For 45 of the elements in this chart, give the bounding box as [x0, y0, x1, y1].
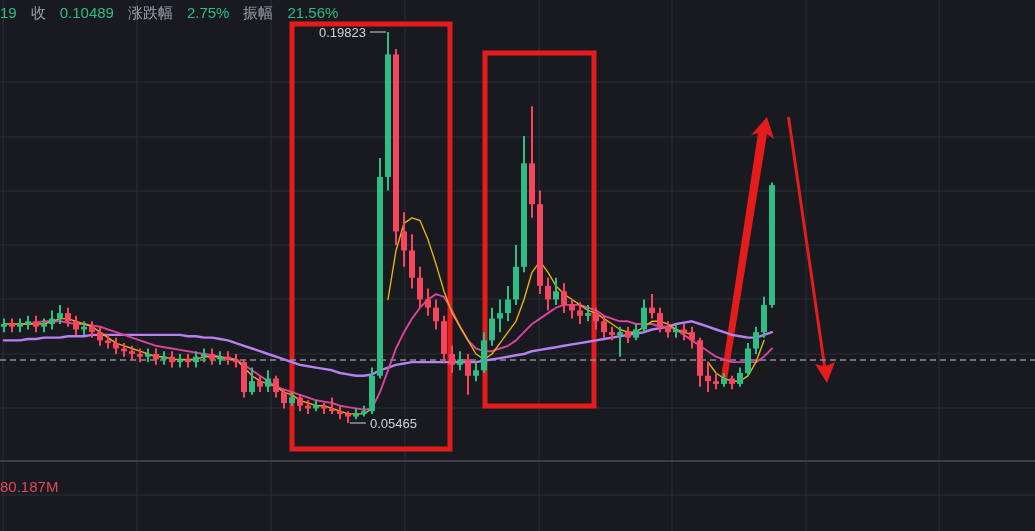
- candlestick: [57, 303, 63, 326]
- candlestick: [689, 325, 695, 350]
- text: 21.56%: [287, 4, 339, 21]
- text: 2.75%: [186, 4, 230, 21]
- candlestick: [457, 350, 463, 372]
- candlestick: [649, 293, 655, 320]
- candlestick: [97, 325, 103, 347]
- candlestick: [425, 287, 431, 317]
- candlestick: [553, 276, 559, 306]
- candlestick: [569, 298, 575, 320]
- candlestick: [641, 298, 647, 334]
- candlestick: [545, 276, 551, 312]
- candlestick: [281, 388, 287, 410]
- candlestick: [737, 366, 743, 388]
- candlestick: [417, 265, 423, 309]
- candlestick: [601, 314, 607, 339]
- candlestick: [249, 366, 255, 396]
- candlestick: [561, 282, 567, 315]
- text: 振幅: [243, 4, 274, 21]
- candlestick: [49, 309, 55, 331]
- candlestick: [65, 306, 71, 328]
- candlestick: [465, 352, 471, 396]
- candlestick: [265, 369, 271, 394]
- candlestick: [473, 361, 479, 383]
- candlestick: [73, 314, 79, 336]
- candlestick: [449, 344, 455, 375]
- text: 收: [30, 4, 46, 21]
- text: 80.187M: [0, 478, 59, 495]
- text: 涨跌幅: [127, 4, 173, 21]
- candlestick: [433, 298, 439, 331]
- candlestick: [273, 374, 279, 399]
- candlestick: [593, 306, 599, 331]
- candlestick: [753, 325, 759, 355]
- candlestick: [505, 284, 511, 323]
- text: 19: [0, 4, 17, 21]
- text: 0.10489: [59, 4, 114, 21]
- candlestick: [577, 301, 583, 326]
- candlestick: [705, 361, 711, 394]
- candlestick: [657, 306, 663, 334]
- annotation: 0.19823: [319, 25, 366, 40]
- candlestick: [497, 298, 503, 334]
- annotation: 0.05465: [370, 416, 417, 431]
- candlestick: [617, 325, 623, 358]
- candlestick: [401, 211, 407, 268]
- candlestick: [489, 306, 495, 347]
